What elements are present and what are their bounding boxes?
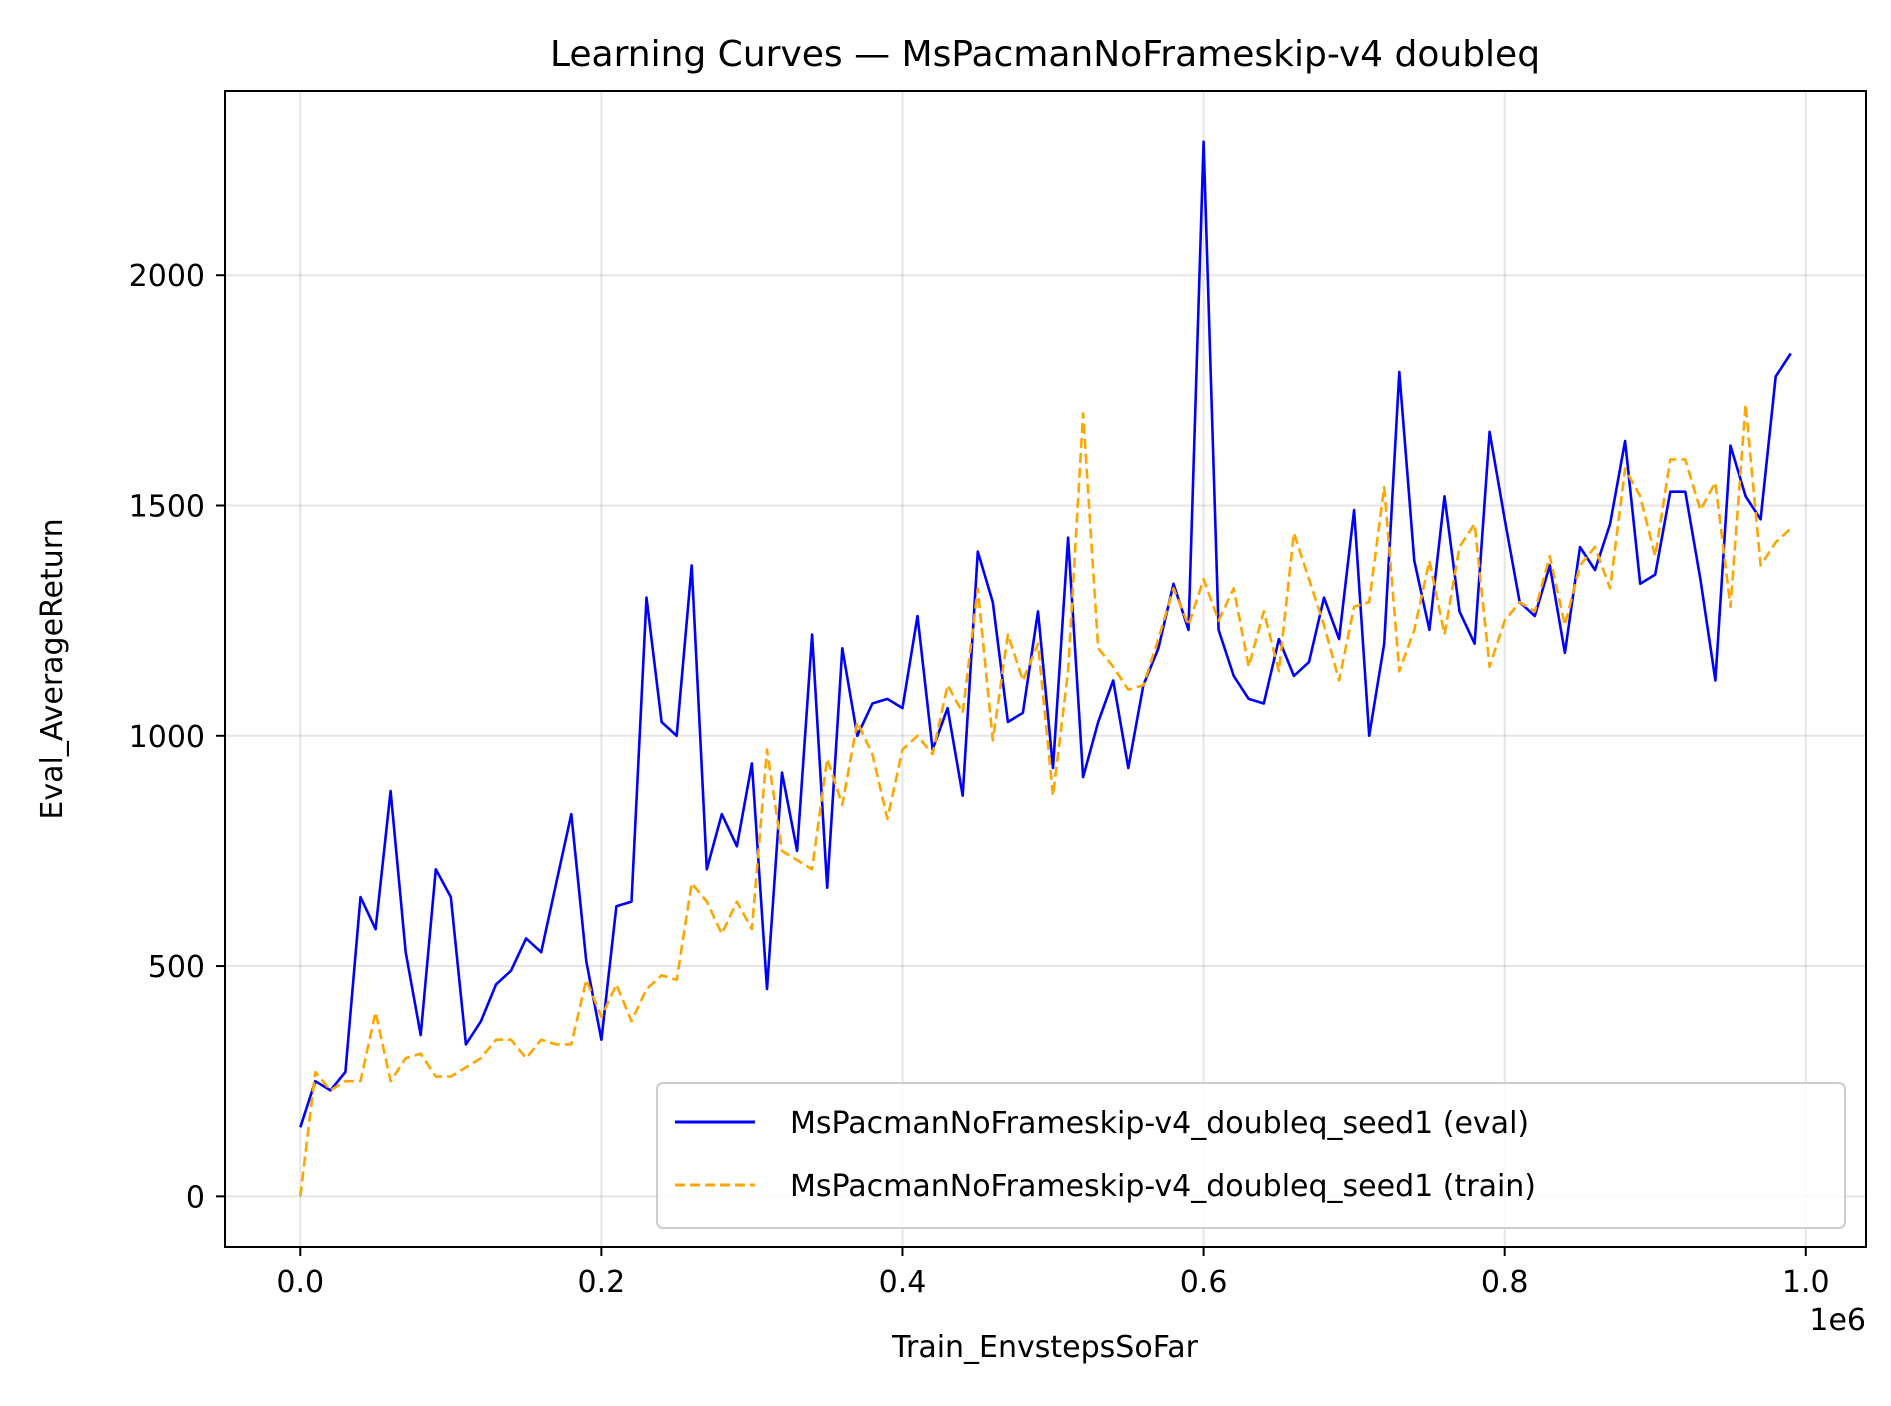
y-tick-label: 1000 [129,720,205,755]
series-layer [299,140,1792,1197]
legend-label-train: MsPacmanNoFrameskip-v4_doubleq_seed1 (tr… [790,1169,1536,1204]
x-tick-label: 0.6 [1180,1265,1228,1300]
x-tick-label: 0.0 [276,1265,324,1300]
plot-area-frame [224,90,1867,1248]
x-tick-label: 1.0 [1782,1265,1830,1300]
legend-label-eval: MsPacmanNoFrameskip-v4_doubleq_seed1 (ev… [790,1106,1529,1141]
x-tick-label: 0.8 [1481,1265,1529,1300]
series-line-eval [299,140,1792,1128]
y-axis-label: Eval_AverageReturn [35,518,70,819]
grid-lines [225,91,1866,1247]
y-tick-label: 0 [186,1180,205,1215]
legend-box [656,1082,1846,1229]
x-axis-offset-label: 1e6 [1809,1303,1866,1338]
y-tick-label: 2000 [129,259,205,294]
chart-title: Learning Curves — MsPacmanNoFrameskip-v4… [550,34,1540,75]
y-tick-label: 500 [148,950,205,985]
x-tick-label: 0.4 [879,1265,927,1300]
series-line-train [299,402,1792,1197]
x-tick-label: 0.2 [578,1265,626,1300]
axis-ticks: 0.0 0.2 0.4 0.6 0.8 1.0 0 500 1000 1500 2000 [129,259,1830,1300]
legend: MsPacmanNoFrameskip-v4_doubleq_seed1 (ev… [656,1082,1846,1229]
x-axis-label: Train_EnvstepsSoFar [891,1330,1199,1365]
y-tick-label: 1500 [129,490,205,525]
